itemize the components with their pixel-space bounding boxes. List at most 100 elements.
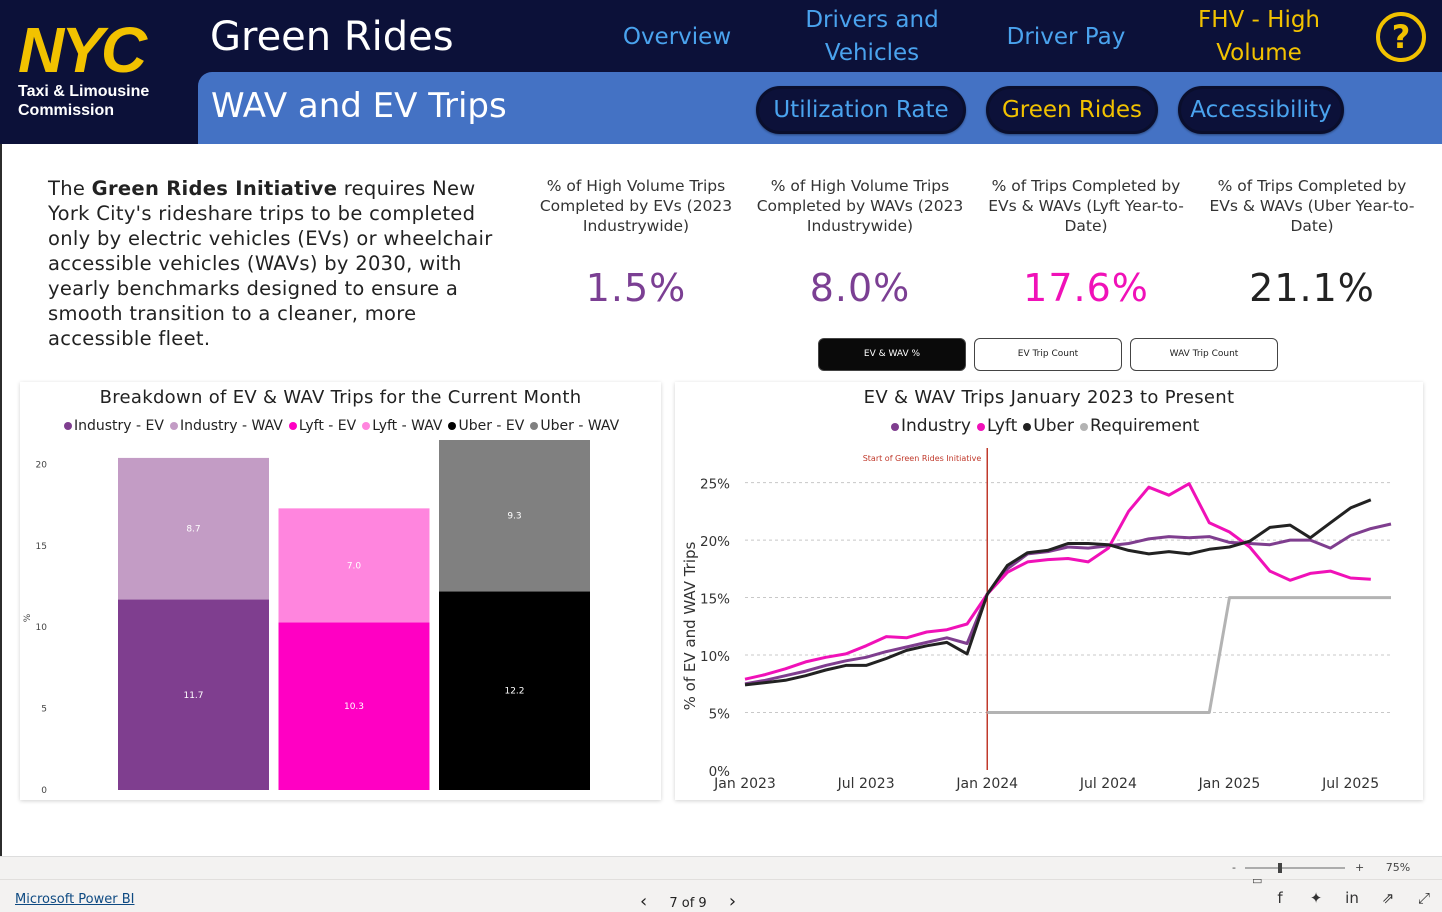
y-tick-label: 15 bbox=[36, 542, 47, 552]
legend-item[interactable]: Industry - WAV bbox=[169, 418, 283, 434]
annotation-label: Start of Green Rides Initiative bbox=[863, 454, 982, 463]
x-tick-label: Jan 2023 bbox=[713, 776, 776, 792]
y-tick-label: 25% bbox=[700, 477, 730, 493]
zoom-in-button[interactable]: + bbox=[1354, 861, 1365, 874]
bar-lyft-wav bbox=[278, 508, 430, 623]
nav-driver-pay[interactable]: Driver Pay bbox=[996, 21, 1136, 54]
legend-dot bbox=[288, 422, 297, 430]
x-tick-label: Jul 2023 bbox=[837, 776, 895, 792]
pill-accessibility[interactable]: Accessibility bbox=[1178, 86, 1344, 134]
legend-item[interactable]: Industry - EV bbox=[64, 418, 164, 434]
legend-dot bbox=[362, 422, 371, 430]
line-chart-card: EV & WAV Trips January 2023 to Present I… bbox=[675, 382, 1423, 800]
kpi-value: 1.5% bbox=[585, 266, 687, 310]
data-label: 9.3 bbox=[507, 512, 521, 522]
data-label: 12.2 bbox=[504, 687, 524, 697]
intro-rest: requires New York City's rideshare trips… bbox=[48, 177, 493, 350]
legend-item[interactable]: Uber - EV bbox=[448, 418, 524, 434]
x-tick-label: Jul 2024 bbox=[1079, 776, 1137, 792]
y-axis-label: % of EV and WAV Trips bbox=[681, 541, 699, 710]
toggle-wav-trip-count[interactable]: WAV Trip Count bbox=[1130, 338, 1278, 371]
kpi-label: % of High Volume Trips Completed by WAVs… bbox=[756, 177, 964, 235]
legend-item[interactable]: Industry bbox=[891, 416, 971, 436]
data-label: 7.0 bbox=[347, 561, 362, 571]
y-tick-label: 15% bbox=[700, 592, 730, 608]
data-label: 10.3 bbox=[344, 702, 364, 712]
bar-uber-wav bbox=[439, 440, 590, 592]
legend-dot bbox=[1079, 423, 1088, 431]
legend-label: Lyft bbox=[986, 416, 1018, 436]
facebook-icon[interactable]: f bbox=[1277, 889, 1283, 907]
kpi-uber-ytd: % of Trips Completed by EVs & WAVs (Uber… bbox=[1202, 176, 1422, 310]
y-axis-label: % bbox=[23, 613, 33, 622]
y-tick-label: 5 bbox=[41, 705, 47, 715]
kpi-wav-2023: % of High Volume Trips Completed by WAVs… bbox=[750, 176, 970, 310]
legend-item[interactable]: Lyft - WAV bbox=[362, 418, 442, 434]
bar-industry-wav bbox=[118, 457, 269, 600]
legend-dot bbox=[169, 422, 178, 430]
zoom-slider[interactable] bbox=[1243, 863, 1347, 873]
zoom-thumb bbox=[1278, 863, 1283, 873]
legend-item[interactable]: Requirement bbox=[1079, 416, 1199, 436]
legend-item[interactable]: Lyft - EV bbox=[288, 418, 356, 434]
legend-dot bbox=[448, 422, 457, 430]
nav-overview-label: Overview bbox=[622, 24, 732, 50]
series-line-uber bbox=[744, 498, 1372, 687]
pill-utilization-rate[interactable]: Utilization Rate bbox=[756, 86, 966, 134]
kpi-ev-2023: % of High Volume Trips Completed by EVs … bbox=[526, 176, 746, 310]
next-page-button[interactable]: › bbox=[728, 891, 737, 912]
powerbi-link[interactable]: Microsoft Power BI bbox=[15, 892, 135, 907]
nav-drivers-and-vehicles[interactable]: Drivers and Vehicles bbox=[790, 4, 954, 70]
share-icon[interactable]: ⇗ bbox=[1381, 889, 1395, 907]
kpi-label: % of Trips Completed by EVs & WAVs (Uber… bbox=[1209, 177, 1415, 235]
legend-dot bbox=[530, 422, 539, 430]
footer-divider bbox=[0, 879, 1442, 880]
x-tick-label: Jan 2025 bbox=[1198, 776, 1261, 792]
legend-item[interactable]: Uber - WAV bbox=[530, 418, 619, 434]
bar-chart-plot: 0 5 10 15 20% 11.7 8.7 10.3 7.0 12.2 9.3 bbox=[23, 440, 590, 796]
bar-chart-card: Breakdown of EV & WAV Trips for the Curr… bbox=[20, 382, 661, 800]
tlc-logo: NYC Taxi & Limousine Commission bbox=[18, 14, 178, 120]
series-line-industry bbox=[744, 522, 1392, 686]
bar-uber-ev bbox=[439, 591, 590, 790]
nav-drivers-line1: Drivers and bbox=[805, 7, 939, 33]
y-tick-label: 0 bbox=[41, 786, 47, 796]
logo-nyc-text: NYC bbox=[18, 14, 147, 86]
intro-prefix: The bbox=[48, 177, 92, 200]
x-tick-label: Jul 2025 bbox=[1321, 776, 1379, 792]
line-chart-plot: 0% 5% 10% 15% 20% 25% % of EV and WAV Trips Jan… bbox=[681, 448, 1392, 792]
kpi-value: 21.1% bbox=[1249, 266, 1375, 310]
nav-fhv-high-volume[interactable]: FHV - High Volume bbox=[1184, 4, 1334, 70]
y-tick-label: 20% bbox=[700, 534, 730, 550]
pill-green-rides[interactable]: Green Rides bbox=[986, 86, 1158, 134]
bar-industry-ev bbox=[118, 599, 269, 790]
legend-item[interactable]: Uber bbox=[1023, 416, 1074, 436]
kpi-value: 8.0% bbox=[809, 266, 911, 310]
zoom-control: - + 75% ▭ bbox=[1232, 861, 1442, 887]
data-label: 11.7 bbox=[183, 691, 203, 701]
toggle-ev-wav-percent[interactable]: EV & WAV % bbox=[818, 338, 966, 371]
line-chart-legend: Industry Lyft Uber Requirement bbox=[891, 416, 1205, 436]
page-subheader: WAV and EV Trips Utilization Rate Green … bbox=[198, 72, 1442, 144]
kpi-label: % of Trips Completed by EVs & WAVs (Lyft… bbox=[988, 177, 1184, 235]
zoom-out-button[interactable]: - bbox=[1232, 861, 1236, 874]
prev-page-button[interactable]: ‹ bbox=[640, 891, 648, 912]
page-indicator: 7 of 9 bbox=[669, 896, 707, 911]
legend-label: Industry - WAV bbox=[179, 418, 283, 434]
line-chart-title: EV & WAV Trips January 2023 to Present bbox=[863, 387, 1235, 408]
nav-driver-pay-label: Driver Pay bbox=[1006, 24, 1126, 50]
twitter-icon[interactable]: ✦ bbox=[1309, 889, 1323, 907]
y-tick-label: 5% bbox=[709, 707, 731, 723]
y-tick-label: 10% bbox=[700, 649, 730, 665]
legend-item[interactable]: Lyft bbox=[976, 416, 1018, 436]
fullscreen-icon[interactable]: ⤢ bbox=[1417, 889, 1430, 907]
toggle-ev-trip-count[interactable]: EV Trip Count bbox=[974, 338, 1122, 371]
page-title: WAV and EV Trips bbox=[211, 86, 507, 126]
help-icon[interactable]: ? bbox=[1376, 12, 1426, 62]
y-tick-label: 20 bbox=[36, 460, 48, 470]
bar-chart-legend: Industry - EV Industry - WAV Lyft - EV Lyft… bbox=[64, 418, 625, 434]
nav-overview[interactable]: Overview bbox=[612, 21, 742, 54]
fit-to-page-icon[interactable]: ▭ bbox=[1252, 874, 1263, 887]
linkedin-icon[interactable]: in bbox=[1345, 889, 1359, 907]
